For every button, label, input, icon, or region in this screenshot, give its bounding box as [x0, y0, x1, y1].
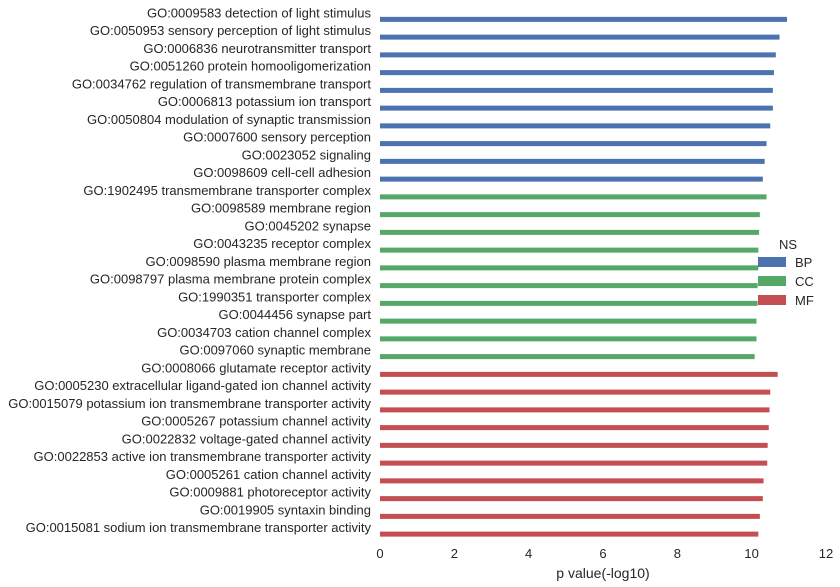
- category-label: GO:0019905 syntaxin binding: [200, 502, 371, 517]
- category-label: GO:0050953 sensory perception of light s…: [90, 23, 372, 38]
- category-label: GO:0045202 synapse: [245, 218, 371, 233]
- x-tick-label: 6: [599, 546, 606, 561]
- bar-mf-7: [380, 496, 763, 502]
- category-label: GO:0015081 sodium ion transmembrane tran…: [26, 520, 372, 535]
- x-tick-label: 2: [451, 546, 458, 561]
- bar-cc-9: [380, 354, 755, 360]
- category-label: GO:0051260 protein homooligomerization: [130, 59, 371, 74]
- legend: NS BP CC MF: [758, 237, 814, 308]
- bar-bp-0: [380, 16, 787, 22]
- category-label: GO:1990351 transporter complex: [178, 289, 371, 304]
- x-tick-label: 4: [525, 546, 532, 561]
- bar-cc-1: [380, 212, 760, 218]
- x-tick-label: 0: [376, 546, 383, 561]
- x-axis-ticks-layer: 0 2 4 6 8 10 12: [376, 546, 833, 561]
- bar-mf-0: [380, 371, 778, 377]
- bar-bp-3: [380, 70, 774, 76]
- bar-bp-9: [380, 176, 763, 182]
- bar-cc-2: [380, 229, 760, 235]
- bar-bp-1: [380, 34, 780, 40]
- category-label: GO:0015079 potassium ion transmembrane t…: [8, 396, 371, 411]
- legend-label-bp: BP: [795, 255, 812, 270]
- category-label: GO:0009583 detection of light stimulus: [147, 5, 372, 20]
- legend-swatch-mf: [758, 295, 786, 305]
- x-tick-label: 12: [819, 546, 833, 561]
- legend-label-cc: CC: [795, 274, 814, 289]
- category-label: GO:0098589 membrane region: [191, 201, 371, 216]
- legend-title: NS: [779, 237, 797, 252]
- bar-mf-3: [380, 425, 769, 431]
- category-label: GO:0097060 synaptic membrane: [180, 343, 372, 358]
- x-tick-label: 8: [674, 546, 681, 561]
- bar-cc-0: [380, 194, 767, 200]
- category-label: GO:0022832 voltage-gated channel activit…: [122, 431, 372, 446]
- bar-bp-6: [380, 123, 771, 129]
- bar-mf-2: [380, 407, 770, 413]
- bar-mf-6: [380, 478, 764, 484]
- bar-cc-4: [380, 265, 759, 271]
- category-label: GO:0034703 cation channel complex: [157, 325, 371, 340]
- bar-bp-4: [380, 87, 773, 93]
- bar-mf-8: [380, 513, 760, 519]
- category-label: GO:0022853 active ion transmembrane tran…: [34, 449, 372, 464]
- bar-bp-5: [380, 105, 773, 111]
- category-label: GO:0008066 glutamate receptor activity: [141, 360, 371, 375]
- bar-cc-5: [380, 283, 758, 289]
- bar-mf-5: [380, 460, 768, 466]
- bar-mf-9: [380, 531, 759, 537]
- bar-mf-1: [380, 389, 771, 395]
- category-label: GO:0006836 neurotransmitter transport: [143, 41, 371, 56]
- category-label: GO:0098590 plasma membrane region: [146, 254, 371, 269]
- legend-swatch-bp: [758, 257, 786, 267]
- category-label: GO:0034762 regulation of transmembrane t…: [72, 76, 372, 91]
- legend-label-mf: MF: [795, 293, 814, 308]
- bars-layer: [380, 16, 787, 537]
- bar-cc-6: [380, 300, 758, 306]
- category-label: GO:0098609 cell-cell adhesion: [193, 165, 371, 180]
- bar-bp-2: [380, 52, 776, 58]
- category-label: GO:0098797 plasma membrane protein compl…: [90, 272, 372, 287]
- category-label: GO:0005267 potassium channel activity: [141, 414, 371, 429]
- bar-bp-8: [380, 158, 765, 164]
- category-label: GO:0023052 signaling: [242, 147, 371, 162]
- legend-swatch-cc: [758, 276, 786, 286]
- bar-cc-8: [380, 336, 757, 342]
- category-label: GO:0005230 extracellular ligand-gated io…: [34, 378, 371, 393]
- category-label: GO:0050804 modulation of synaptic transm…: [87, 112, 371, 127]
- category-labels-layer: GO:0009583 detection of light stimulus GO…: [8, 5, 371, 535]
- x-axis-label: p value(-log10): [556, 565, 649, 581]
- category-label: GO:1902495 transmembrane transporter com…: [83, 183, 371, 198]
- category-label: GO:0009881 photoreceptor activity: [169, 485, 371, 500]
- category-label: GO:0043235 receptor complex: [193, 236, 371, 251]
- x-tick-label: 10: [744, 546, 758, 561]
- bar-mf-4: [380, 442, 768, 448]
- category-label: GO:0006813 potassium ion transport: [158, 94, 372, 109]
- bar-cc-7: [380, 318, 757, 324]
- category-label: GO:0007600 sensory perception: [183, 130, 371, 145]
- category-label: GO:0005261 cation channel activity: [166, 467, 372, 482]
- bar-bp-7: [380, 141, 767, 147]
- bar-cc-3: [380, 247, 759, 253]
- category-label: GO:0044456 synapse part: [219, 307, 372, 322]
